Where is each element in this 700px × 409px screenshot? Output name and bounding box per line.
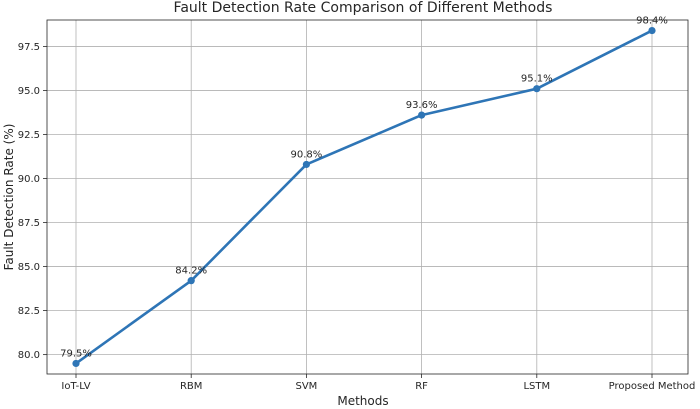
data-label: 93.6%	[406, 100, 438, 111]
data-label: 84.2%	[175, 266, 207, 277]
x-tick-label: RBM	[180, 381, 202, 392]
chart-title: Fault Detection Rate Comparison of Diffe…	[174, 0, 553, 16]
data-label: 95.1%	[521, 74, 553, 85]
x-tick-label: RF	[415, 381, 428, 392]
y-axis-ticks: 80.0 82.5 85.0 87.5 90.0 92.5 95.0 97.5	[18, 42, 47, 361]
data-point	[187, 277, 195, 285]
y-tick-label: 87.5	[18, 218, 40, 229]
data-point	[302, 160, 310, 169]
y-tick-label: 92.5	[18, 130, 40, 141]
data-point	[72, 359, 80, 368]
x-axis-label: Methods	[337, 394, 388, 408]
plot-frame	[46, 19, 689, 375]
y-axis-label: Fault Detection Rate (%)	[2, 124, 16, 271]
grid	[47, 20, 688, 374]
data-label: 90.8%	[291, 149, 323, 160]
y-tick-label: 97.5	[18, 42, 40, 53]
x-tick-label: Proposed Method	[609, 381, 696, 392]
x-axis-ticks: IoT-LV RBM SVM RF LSTM Proposed Method	[61, 374, 695, 392]
x-tick-label: SVM	[295, 381, 317, 392]
y-tick-label: 85.0	[18, 262, 40, 273]
x-tick-label: LSTM	[523, 381, 550, 392]
series-line	[74, 29, 654, 365]
data-label: 79.5%	[60, 348, 92, 359]
data-point	[418, 111, 426, 119]
data-point	[533, 85, 541, 93]
data-labels: 79.5% 84.2% 90.8% 93.6% 95.1% 98.4%	[60, 16, 668, 360]
x-tick-label: IoT-LV	[61, 381, 90, 392]
data-label: 98.4%	[636, 16, 668, 27]
y-tick-label: 80.0	[18, 350, 40, 361]
data-point	[648, 26, 656, 35]
y-tick-label: 95.0	[18, 86, 40, 97]
series	[72, 26, 656, 368]
y-tick-label: 90.0	[18, 174, 40, 185]
y-tick-label: 82.5	[18, 306, 40, 317]
